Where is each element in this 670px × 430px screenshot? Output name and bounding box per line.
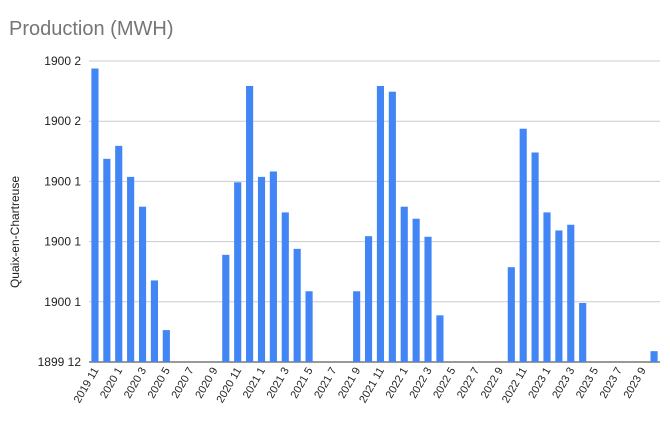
bar-2022-4 — [436, 315, 444, 362]
bar-2021-4 — [293, 248, 301, 362]
bar-2019-11 — [91, 68, 99, 363]
bar-2020-3 — [138, 206, 147, 362]
bar-2020-12 — [246, 85, 254, 362]
bar-2021-5 — [305, 291, 313, 362]
bar-2022-3 — [424, 236, 432, 362]
bar-2022-11 — [519, 128, 527, 362]
bar-series — [91, 68, 658, 363]
bar-2023-3 — [567, 224, 575, 362]
bar-2021-12 — [388, 91, 396, 363]
bar-2019-12 — [103, 158, 111, 362]
bar-2022-12 — [531, 152, 539, 362]
bar-2023-4 — [579, 303, 587, 362]
y-tick-label: 1900 2 — [44, 114, 81, 128]
y-tick-label: 1900 1 — [44, 235, 81, 249]
bar-2023-1 — [543, 212, 551, 362]
bar-2020-4 — [150, 280, 158, 362]
y-tick-label: 1899 12 — [38, 355, 82, 369]
bar-2022-10 — [507, 267, 515, 362]
chart-title: Production (MWH) — [9, 18, 174, 40]
bar-2022-1 — [400, 206, 408, 362]
bar-2020-10 — [222, 254, 230, 362]
y-tick-label: 1900 1 — [44, 295, 81, 309]
bar-2020-5 — [162, 330, 170, 362]
bar-2022-2 — [412, 218, 420, 362]
bar-2021-3 — [281, 212, 289, 362]
x-tick-label: 2023 9 — [622, 366, 649, 401]
bar-2021-9 — [353, 291, 361, 362]
bar-2020-1 — [115, 145, 123, 362]
bar-2020-2 — [127, 176, 135, 362]
bar-2023-2 — [555, 230, 563, 362]
y-axis-ticks: 1899 12 1900 1 1900 1 1900 1 1900 2 1900 2 — [38, 54, 82, 369]
grid-lines — [89, 60, 660, 363]
bar-2021-10 — [364, 236, 373, 362]
bar-2021-11 — [376, 85, 385, 362]
bar-2021-2 — [269, 171, 277, 362]
bar-2020-11 — [234, 182, 242, 362]
y-tick-label: 1900 2 — [44, 54, 81, 68]
x-tick-label: 2019 11 — [72, 366, 102, 406]
bar-2021-1 — [257, 176, 266, 362]
y-tick-label: 1900 1 — [44, 174, 81, 188]
bar-2023-10 — [650, 351, 658, 362]
